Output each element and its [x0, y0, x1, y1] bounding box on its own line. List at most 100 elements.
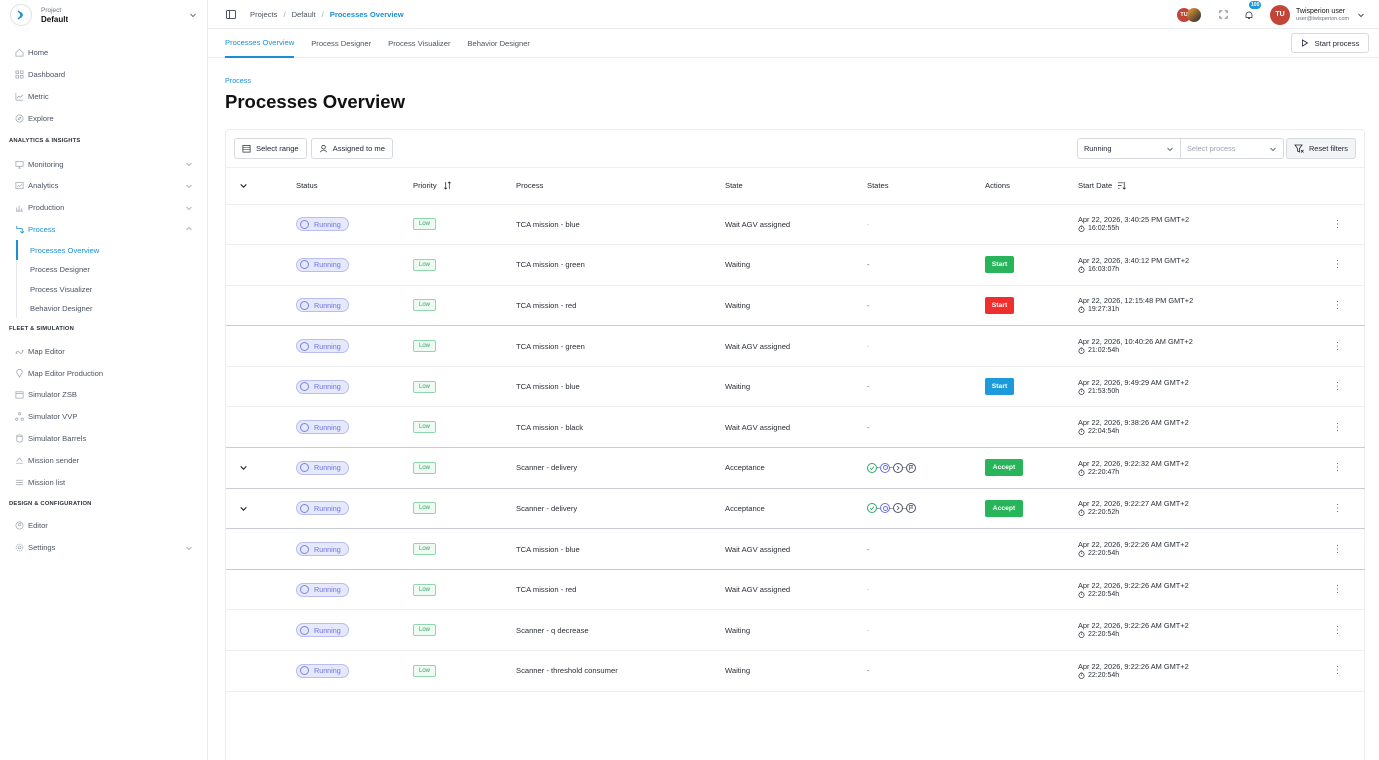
project-switcher[interactable]: Project Default — [0, 0, 207, 30]
tab-behavior-designer[interactable]: Behavior Designer — [467, 38, 530, 48]
start-button[interactable]: Start — [985, 256, 1014, 274]
state-text: Waiting — [725, 366, 867, 408]
tab-process-visualizer[interactable]: Process Visualizer — [388, 38, 451, 48]
gear-icon — [14, 543, 24, 553]
reset-filters-button[interactable]: Reset filters — [1285, 138, 1356, 159]
subnav-behavior-designer[interactable]: Behavior Designer — [30, 304, 93, 314]
table-row[interactable]: Running Low TCA mission - red Waiting - Start… — [226, 285, 1365, 327]
sidebar-item-analytics[interactable]: Analytics — [0, 175, 207, 197]
sidebar-item-home[interactable]: Home — [0, 42, 207, 64]
spinner-icon — [300, 300, 309, 310]
priority-badge: Low — [413, 340, 437, 353]
assigned-to-me-button[interactable]: Assigned to me — [310, 138, 393, 159]
table-row[interactable]: Running Low Scanner - q decrease Waiting - Ap… — [226, 609, 1365, 652]
tab-process-designer[interactable]: Process Designer — [311, 38, 372, 48]
column-header-start-date[interactable]: Start Date — [1078, 168, 1310, 205]
table-row[interactable]: Running Low Scanner - threshold consumer Wa… — [226, 650, 1365, 692]
table-row[interactable]: Running Low Scanner - delivery Acceptance Ac… — [226, 447, 1365, 489]
sidebar-item-metric[interactable]: Metric — [0, 86, 207, 108]
start-date-cell: Apr 22, 2026, 9:22:26 AM GMT+2 22:20:54h — [1078, 650, 1310, 692]
column-header-states[interactable]: States — [867, 168, 985, 205]
more-icon[interactable]: ⋮ — [1310, 650, 1365, 692]
start-date-cell: Apr 22, 2026, 12:15:48 PM GMT+2 19:27:31h — [1078, 285, 1310, 327]
breadcrumb-projects[interactable]: Projects — [250, 9, 278, 19]
avatar-group[interactable]: TU — [1177, 7, 1202, 22]
dashboard-icon — [14, 70, 24, 80]
table-row[interactable]: Running Low TCA mission - blue Wait AGV ass… — [226, 204, 1365, 246]
priority-cell: Low — [413, 204, 516, 246]
table-row[interactable]: Running Low TCA mission - red Wait AGV assi… — [226, 569, 1365, 611]
monitor-icon — [14, 159, 24, 169]
page-crumb[interactable]: Process — [225, 76, 251, 85]
subnav-processes-overview[interactable]: Processes Overview — [16, 240, 207, 260]
start-button[interactable]: Start — [985, 296, 1014, 314]
accept-button[interactable]: Accept — [985, 499, 1023, 517]
expand-cell — [226, 406, 296, 449]
sidebar-item-label: Settings — [28, 543, 56, 553]
column-header-state[interactable]: State — [725, 168, 867, 205]
accept-button[interactable]: Accept — [985, 459, 1023, 477]
sidebar-item-mission-sender[interactable]: Mission sender — [0, 449, 207, 471]
column-header-priority[interactable]: Priority — [413, 168, 516, 205]
sidebar-item-dashboard[interactable]: Dashboard — [0, 64, 207, 86]
column-header-status[interactable]: Status — [296, 168, 413, 205]
priority-cell: Low — [413, 406, 516, 449]
column-header-process[interactable]: Process — [516, 168, 725, 205]
more-icon[interactable]: ⋮ — [1310, 325, 1365, 367]
priority-cell: Low — [413, 609, 516, 652]
table-row[interactable]: Running Low TCA mission - green Waiting - Sta… — [226, 244, 1365, 286]
sidebar-item-simulator-vvp[interactable]: Simulator VVP — [0, 406, 207, 428]
more-icon[interactable]: ⋮ — [1310, 569, 1365, 611]
more-icon[interactable]: ⋮ — [1310, 406, 1365, 449]
user-avatar[interactable]: TU — [1270, 4, 1291, 25]
sidebar-item-process[interactable]: Process — [0, 219, 207, 241]
list-icon — [14, 477, 24, 487]
spinner-icon — [300, 585, 309, 595]
table-row[interactable]: Running Low TCA mission - blue Wait AGV ass… — [226, 528, 1365, 570]
breadcrumb-default[interactable]: Default — [291, 9, 316, 19]
state-text: Waiting — [725, 285, 867, 327]
sidebar-item-simulator-barrels[interactable]: Simulator Barrels — [0, 428, 207, 450]
status-badge: Running — [296, 501, 349, 516]
tab-processes-overview[interactable]: Processes Overview — [225, 29, 295, 58]
status-filter-select[interactable]: Running — [1076, 138, 1181, 159]
fullscreen-icon[interactable] — [1219, 10, 1228, 19]
chevron-down-icon[interactable] — [1357, 11, 1365, 19]
start-button[interactable]: Start — [985, 378, 1014, 396]
sidebar-item-explore[interactable]: Explore — [0, 107, 207, 129]
start-process-button[interactable]: Start process — [1291, 33, 1369, 53]
more-icon[interactable]: ⋮ — [1310, 366, 1365, 408]
chevron-down-icon[interactable] — [239, 181, 296, 190]
sidebar-item-editor[interactable]: Editor — [0, 515, 207, 537]
table-row[interactable]: Running Low TCA mission - black Wait AGV as… — [226, 406, 1365, 449]
more-icon[interactable]: ⋮ — [1310, 447, 1365, 489]
sidebar-item-mission-list[interactable]: Mission list — [0, 471, 207, 493]
sidebar-toggle-icon[interactable] — [226, 9, 236, 19]
select-range-button[interactable]: Select range — [234, 138, 307, 159]
chevron-down-icon[interactable] — [239, 504, 296, 513]
more-icon[interactable]: ⋮ — [1310, 609, 1365, 652]
more-icon[interactable]: ⋮ — [1310, 488, 1365, 530]
sidebar-item-map-editor-production[interactable]: Map Editor Production — [0, 362, 207, 384]
process-filter-select[interactable]: Select process — [1180, 138, 1284, 159]
sidebar-item-settings[interactable]: Settings — [0, 537, 207, 559]
table-row[interactable]: Running Low TCA mission - green Wait AGV as… — [226, 325, 1365, 367]
subnav-process-visualizer[interactable]: Process Visualizer — [30, 284, 93, 294]
expand-cell — [226, 447, 296, 489]
table-row[interactable]: Running Low Scanner - delivery Acceptance Ac… — [226, 488, 1365, 530]
bell-icon[interactable]: 100 — [1244, 0, 1262, 20]
sidebar-item-monitoring[interactable]: Monitoring — [0, 153, 207, 175]
table-row[interactable]: Running Low TCA mission - blue Waiting - Star… — [226, 366, 1365, 408]
sidebar-item-simulator-zsb[interactable]: Simulator ZSB — [0, 384, 207, 406]
sidebar-item-production[interactable]: Production — [0, 197, 207, 219]
chevron-down-icon[interactable] — [239, 463, 296, 472]
more-icon[interactable]: ⋮ — [1310, 528, 1365, 570]
more-icon[interactable]: ⋮ — [1310, 244, 1365, 286]
user-info[interactable]: Twisperion user user@twisperion.com — [1296, 8, 1349, 22]
more-icon[interactable]: ⋮ — [1310, 204, 1365, 246]
sidebar-item-label: Simulator VVP — [28, 412, 78, 422]
more-icon[interactable]: ⋮ — [1310, 285, 1365, 327]
status-cell: Running — [296, 244, 413, 286]
sidebar-item-map-editor[interactable]: Map Editor — [0, 340, 207, 362]
subnav-process-designer[interactable]: Process Designer — [30, 265, 90, 275]
